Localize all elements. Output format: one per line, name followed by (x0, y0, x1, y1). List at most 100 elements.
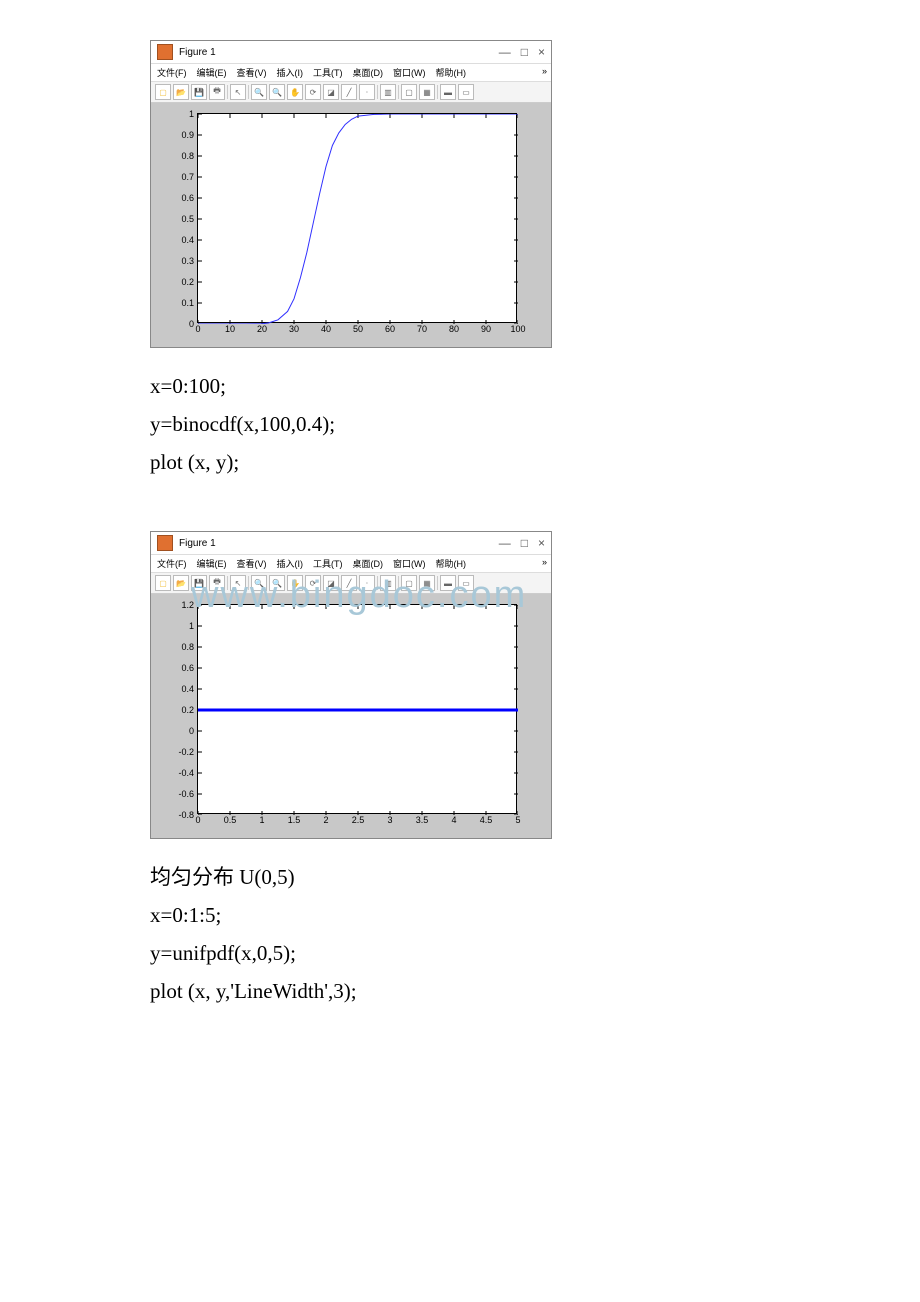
link-icon[interactable]: · (359, 84, 375, 100)
plot-area-1: 010203040506070809010000.10.20.30.40.50.… (151, 103, 551, 347)
code-line: y=binocdf(x,100,0.4); (150, 406, 890, 444)
hide-icon[interactable]: ▬ (440, 84, 456, 100)
window-controls: — □ × (499, 536, 545, 550)
datatip-icon[interactable]: ◪ (323, 575, 339, 591)
code-line: plot (x, y); (150, 444, 890, 482)
xtick-label: 3.5 (416, 815, 429, 825)
menu-file[interactable]: 文件(F) (157, 66, 187, 79)
menu-file[interactable]: 文件(F) (157, 557, 187, 570)
menubar-2: 文件(F) 编辑(E) 查看(V) 插入(I) 工具(T) 桌面(D) 窗口(W… (151, 555, 551, 573)
code-block-2: 均匀分布 U(0,5) x=0:1:5; y=unifpdf(x,0,5); p… (150, 859, 890, 1010)
xtick-label: 4 (451, 815, 456, 825)
menu-edit[interactable]: 编辑(E) (197, 66, 227, 79)
xtick-label: 80 (449, 324, 459, 334)
menu-chevron-icon[interactable]: » (542, 557, 547, 567)
toolbar-2: ▢ 📂 💾 🖶 ↖ 🔍 🔍 ✋ ⟳ ◪ ╱ · ▥ ▢ ▦ ▬ ▭ (151, 573, 551, 594)
separator-icon (377, 85, 378, 99)
menu-help[interactable]: 帮助(H) (436, 557, 467, 570)
separator-icon (227, 85, 228, 99)
close-button[interactable]: × (538, 536, 545, 550)
window-title: Figure 1 (179, 538, 499, 549)
zoom-in-icon[interactable]: 🔍 (251, 575, 267, 591)
menu-desktop[interactable]: 桌面(D) (353, 557, 384, 570)
show-icon[interactable]: ▭ (458, 84, 474, 100)
pan-icon[interactable]: ✋ (287, 84, 303, 100)
zoom-in-icon[interactable]: 🔍 (251, 84, 267, 100)
menu-desktop[interactable]: 桌面(D) (353, 66, 384, 79)
rotate-icon[interactable]: ⟳ (305, 84, 321, 100)
menu-edit[interactable]: 编辑(E) (197, 557, 227, 570)
datatip-icon[interactable]: ◪ (323, 84, 339, 100)
new-icon[interactable]: ▢ (155, 575, 171, 591)
code-line: plot (x, y,'LineWidth',3); (150, 973, 890, 1011)
link-icon[interactable]: · (359, 575, 375, 591)
code-comment: 均匀分布 U(0,5) (150, 859, 890, 897)
zoom-out-icon[interactable]: 🔍 (269, 575, 285, 591)
legend-icon[interactable]: ▢ (401, 575, 417, 591)
close-button[interactable]: × (538, 45, 545, 59)
separator-icon (437, 576, 438, 590)
menu-insert[interactable]: 插入(I) (277, 557, 304, 570)
xtick-label: 3 (387, 815, 392, 825)
ytick-label: 1.2 (181, 600, 194, 610)
xtick-label: 10 (225, 324, 235, 334)
open-icon[interactable]: 📂 (173, 84, 189, 100)
line-chart-1 (198, 114, 518, 324)
new-icon[interactable]: ▢ (155, 84, 171, 100)
ytick-label: 0.8 (181, 151, 194, 161)
brush-icon[interactable]: ╱ (341, 575, 357, 591)
toolbar-1: ▢ 📂 💾 🖶 ↖ 🔍 🔍 ✋ ⟳ ◪ ╱ · ▥ ▢ ▦ ▬ ▭ (151, 82, 551, 103)
menubar-1: 文件(F) 编辑(E) 查看(V) 插入(I) 工具(T) 桌面(D) 窗口(W… (151, 64, 551, 82)
zoom-out-icon[interactable]: 🔍 (269, 84, 285, 100)
menu-tools[interactable]: 工具(T) (313, 66, 343, 79)
menu-window[interactable]: 窗口(W) (393, 557, 426, 570)
colorbar-icon[interactable]: ▥ (380, 84, 396, 100)
separator-icon (377, 576, 378, 590)
menu-insert[interactable]: 插入(I) (277, 66, 304, 79)
ytick-label: 0.5 (181, 214, 194, 224)
print-icon[interactable]: 🖶 (209, 84, 225, 100)
print-icon[interactable]: 🖶 (209, 575, 225, 591)
axes-1: 010203040506070809010000.10.20.30.40.50.… (197, 113, 517, 323)
save-icon[interactable]: 💾 (191, 84, 207, 100)
xtick-label: 90 (481, 324, 491, 334)
ytick-label: 0.6 (181, 193, 194, 203)
axes-icon[interactable]: ▦ (419, 84, 435, 100)
pan-icon[interactable]: ✋ (287, 575, 303, 591)
ytick-label: 0.8 (181, 642, 194, 652)
xtick-label: 1 (259, 815, 264, 825)
ytick-label: -0.6 (178, 789, 194, 799)
brush-icon[interactable]: ╱ (341, 84, 357, 100)
xtick-label: 40 (321, 324, 331, 334)
menu-view[interactable]: 查看(V) (237, 557, 267, 570)
menu-tools[interactable]: 工具(T) (313, 557, 343, 570)
show-icon[interactable]: ▭ (458, 575, 474, 591)
minimize-button[interactable]: — (499, 536, 511, 550)
matlab-figure-window-1: Figure 1 — □ × 文件(F) 编辑(E) 查看(V) 插入(I) 工… (150, 40, 552, 348)
titlebar-2: Figure 1 — □ × (151, 532, 551, 555)
hide-icon[interactable]: ▬ (440, 575, 456, 591)
menu-view[interactable]: 查看(V) (237, 66, 267, 79)
maximize-button[interactable]: □ (521, 536, 528, 550)
colorbar-icon[interactable]: ▥ (380, 575, 396, 591)
window-title: Figure 1 (179, 47, 499, 58)
xtick-label: 0.5 (224, 815, 237, 825)
menu-window[interactable]: 窗口(W) (393, 66, 426, 79)
ytick-label: 0.3 (181, 256, 194, 266)
separator-icon (248, 576, 249, 590)
legend-icon[interactable]: ▢ (401, 84, 417, 100)
pointer-icon[interactable]: ↖ (230, 84, 246, 100)
minimize-button[interactable]: — (499, 45, 511, 59)
rotate-icon[interactable]: ⟳ (305, 575, 321, 591)
axes-icon[interactable]: ▦ (419, 575, 435, 591)
code-line: x=0:100; (150, 368, 890, 406)
menu-chevron-icon[interactable]: » (542, 66, 547, 76)
pointer-icon[interactable]: ↖ (230, 575, 246, 591)
menu-help[interactable]: 帮助(H) (436, 66, 467, 79)
ytick-label: 0.2 (181, 705, 194, 715)
maximize-button[interactable]: □ (521, 45, 528, 59)
xtick-label: 2.5 (352, 815, 365, 825)
save-icon[interactable]: 💾 (191, 575, 207, 591)
xtick-label: 1.5 (288, 815, 301, 825)
open-icon[interactable]: 📂 (173, 575, 189, 591)
